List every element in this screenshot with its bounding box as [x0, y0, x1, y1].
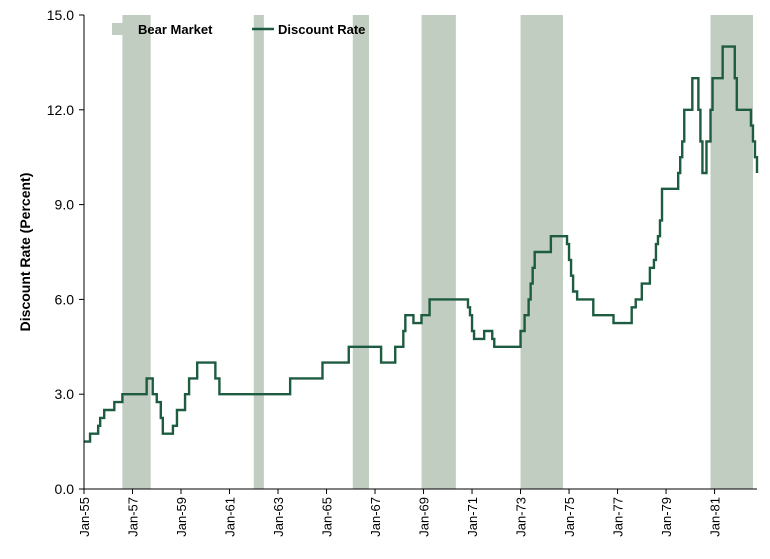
- x-tick-label: Jan-81: [708, 497, 723, 537]
- axes: [79, 14, 757, 494]
- bear-market-band: [352, 15, 369, 489]
- y-tick-label: 0.0: [55, 481, 75, 497]
- x-tick-label: Jan-63: [271, 497, 286, 537]
- y-tick-label: 15.0: [47, 7, 74, 23]
- legend-bear-swatch: [112, 23, 134, 35]
- x-tick-label: Jan-69: [417, 497, 432, 537]
- bear-market-shading: [122, 15, 753, 489]
- x-tick-label: Jan-75: [562, 497, 577, 537]
- x-tick-label: Jan-59: [174, 497, 189, 537]
- y-tick-labels: 0.0 3.0 6.0 9.0 12.0 15.0: [47, 7, 74, 497]
- bear-market-band: [122, 15, 151, 489]
- y-axis-label: Discount Rate (Percent): [17, 173, 33, 332]
- x-tick-label: Jan-71: [465, 497, 480, 537]
- y-tick-label: 12.0: [47, 102, 74, 118]
- y-tick-label: 9.0: [55, 197, 75, 213]
- bear-market-band: [253, 15, 264, 489]
- bear-market-band: [710, 15, 753, 489]
- y-tick-label: 3.0: [55, 386, 75, 402]
- legend-bear-label: Bear Market: [138, 22, 213, 37]
- x-tick-label: Jan-73: [514, 497, 529, 537]
- legend: Bear Market Discount Rate: [112, 22, 365, 37]
- x-tick-label: Jan-79: [659, 497, 674, 537]
- discount-rate-line-layer: [84, 45, 759, 443]
- x-tick-label: Jan-55: [77, 497, 92, 537]
- x-tick-label: Jan-67: [368, 497, 383, 537]
- y-tick-label: 6.0: [55, 291, 75, 307]
- bear-market-band: [421, 15, 456, 489]
- x-tick-label: Jan-77: [611, 497, 626, 537]
- discount-rate-line: [84, 45, 759, 443]
- x-tick-label: Jan-57: [126, 497, 141, 537]
- legend-line-label: Discount Rate: [278, 22, 365, 37]
- x-tick-label: Jan-65: [320, 497, 335, 537]
- x-tick-labels: Jan-55 Jan-57 Jan-59 Jan-61 Jan-63 Jan-65 Jan-…: [77, 497, 723, 537]
- x-tick-label: Jan-61: [223, 497, 238, 537]
